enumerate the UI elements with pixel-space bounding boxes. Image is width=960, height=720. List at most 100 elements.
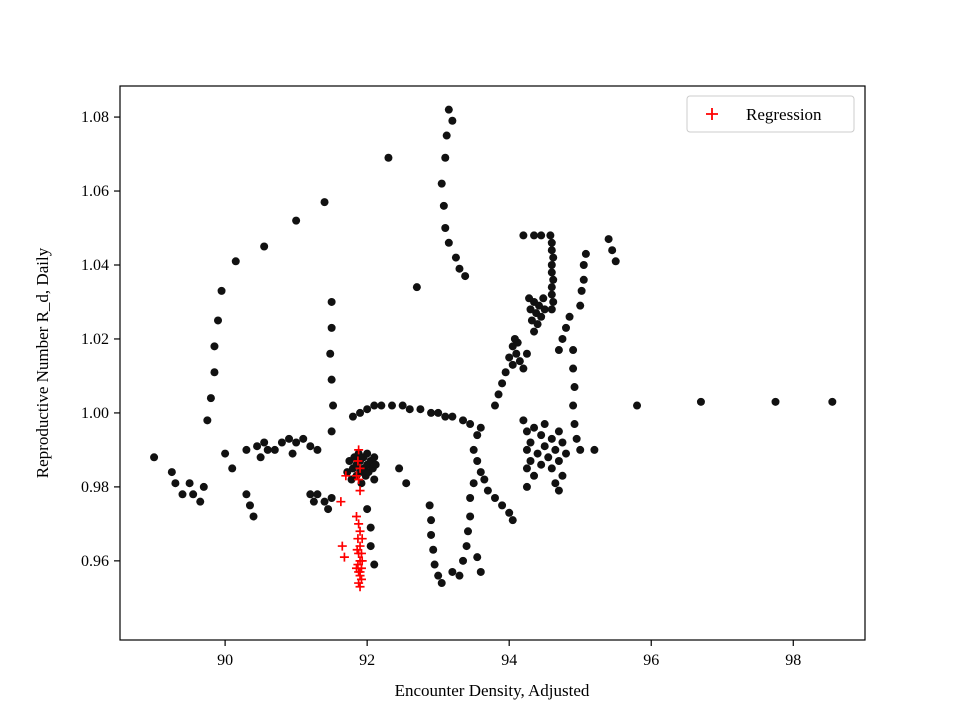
data-point xyxy=(189,490,198,499)
data-point xyxy=(537,312,546,321)
data-point xyxy=(320,198,329,207)
data-point xyxy=(377,401,386,410)
data-point xyxy=(466,493,475,502)
regression-point xyxy=(354,474,364,484)
data-point xyxy=(459,556,468,565)
data-point xyxy=(537,460,546,469)
data-point xyxy=(412,283,421,292)
data-point xyxy=(324,505,333,514)
data-point xyxy=(530,327,539,336)
data-point xyxy=(327,297,336,306)
data-point xyxy=(363,405,372,414)
data-point xyxy=(554,486,563,495)
data-point xyxy=(469,445,478,454)
data-point xyxy=(549,275,558,284)
data-point xyxy=(473,431,482,440)
data-point xyxy=(505,508,514,517)
data-point xyxy=(442,131,451,140)
data-point xyxy=(501,368,510,377)
data-point xyxy=(366,523,375,532)
regression-point xyxy=(339,552,349,562)
data-point xyxy=(242,490,251,499)
data-point xyxy=(490,401,499,410)
x-tick-label: 90 xyxy=(217,652,233,669)
data-point xyxy=(558,471,567,480)
data-point xyxy=(326,349,335,358)
data-point xyxy=(828,397,837,406)
regression-point xyxy=(341,471,351,481)
data-point xyxy=(270,445,279,454)
data-point xyxy=(576,445,585,454)
data-point xyxy=(569,364,578,373)
data-point xyxy=(565,312,574,321)
data-point xyxy=(547,434,556,443)
data-point xyxy=(288,449,297,458)
regression-point xyxy=(355,486,365,496)
data-point xyxy=(363,449,372,458)
data-point xyxy=(522,464,531,473)
data-point xyxy=(463,527,472,536)
data-point xyxy=(461,272,470,281)
data-point xyxy=(348,412,357,421)
data-point xyxy=(490,493,499,502)
data-point xyxy=(313,490,322,499)
data-point xyxy=(249,512,258,521)
regression-point xyxy=(357,534,367,544)
data-point xyxy=(519,416,528,425)
data-point xyxy=(441,153,450,162)
data-point xyxy=(533,449,542,458)
data-point xyxy=(540,420,549,429)
y-tick-label: 0.98 xyxy=(81,479,109,496)
data-point xyxy=(515,357,524,366)
data-point xyxy=(546,231,555,240)
data-point xyxy=(527,316,536,325)
data-point xyxy=(570,420,579,429)
data-point xyxy=(384,153,393,162)
data-point xyxy=(771,397,780,406)
data-point xyxy=(547,238,556,247)
data-point xyxy=(498,501,507,510)
scatter-series-observations xyxy=(150,105,837,588)
data-point xyxy=(547,464,556,473)
data-point xyxy=(444,105,453,114)
data-point xyxy=(178,490,187,499)
x-axis-ticks: 90 92 94 96 98 xyxy=(217,640,801,669)
data-point xyxy=(570,383,579,392)
data-point xyxy=(547,305,556,314)
data-point xyxy=(388,401,397,410)
data-point xyxy=(425,501,434,510)
data-point xyxy=(537,431,546,440)
data-point xyxy=(530,423,539,432)
data-point xyxy=(370,453,379,462)
data-point xyxy=(427,408,436,417)
plot-area xyxy=(119,85,866,641)
data-point xyxy=(549,253,558,262)
data-point xyxy=(309,497,318,506)
data-point xyxy=(285,434,294,443)
data-point xyxy=(505,353,514,362)
data-point xyxy=(437,579,446,588)
data-point xyxy=(263,445,272,454)
data-point xyxy=(633,401,642,410)
data-point xyxy=(299,434,308,443)
data-point xyxy=(405,405,414,414)
data-point xyxy=(402,479,411,488)
data-point xyxy=(459,416,468,425)
data-point xyxy=(473,457,482,466)
data-point xyxy=(327,493,336,502)
data-point xyxy=(371,460,380,469)
data-point xyxy=(370,401,379,410)
data-point xyxy=(434,571,443,580)
x-axis-label: Encounter Density, Adjusted xyxy=(395,681,590,700)
data-point xyxy=(526,305,535,314)
data-point xyxy=(217,286,226,295)
data-point xyxy=(292,438,301,447)
data-point xyxy=(253,442,262,451)
data-point xyxy=(579,275,588,284)
data-point xyxy=(363,505,372,514)
data-point xyxy=(581,249,590,258)
data-point xyxy=(245,501,254,510)
data-point xyxy=(604,235,613,244)
data-point xyxy=(547,283,556,292)
